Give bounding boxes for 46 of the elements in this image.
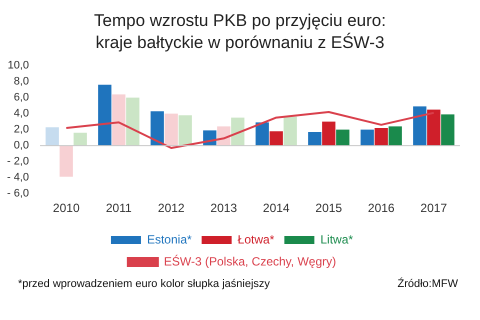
legend-label: Łotwa*: [238, 232, 275, 246]
y-tick-label: 4,0: [14, 108, 30, 120]
bar: [374, 128, 388, 146]
bar: [413, 106, 426, 146]
bar: [126, 98, 140, 146]
legend-label: EŚW-3 (Polska, Czechy, Węgry): [164, 254, 336, 268]
x-tick-label: 2017: [420, 201, 448, 216]
chart-title: Tempo wzrostu PKB po przyjęciu euro: kraje bałtyckie w porównaniu z EŚW-3: [93, 10, 387, 54]
bar: [46, 127, 59, 146]
bar: [388, 126, 402, 146]
legend-label: Litwa*: [320, 232, 354, 246]
x-tick-label: 2013: [210, 201, 238, 216]
bar: [270, 131, 283, 146]
bar: [441, 114, 454, 146]
y-tick-label: - 2,0: [6, 156, 30, 168]
y-tick-label: 10,0: [8, 60, 30, 72]
y-tick-label: 6,0: [14, 92, 30, 104]
bar: [360, 130, 374, 146]
y-tick-label: - 4,0: [6, 172, 30, 184]
bar: [150, 111, 164, 146]
bar: [178, 115, 192, 146]
y-tick-label: 2,0: [14, 124, 30, 136]
text: Źródło:MFW: [398, 278, 458, 290]
x-tick-label: 2015: [315, 201, 342, 216]
bar: [427, 110, 440, 146]
bar: [74, 132, 87, 146]
x-tick-label: 2012: [158, 201, 185, 216]
text: *przed wprowadzeniem euro kolor słupka jaśniejszy: [18, 278, 270, 290]
x-tick-label: 2014: [262, 201, 290, 216]
x-tick-label: 2016: [368, 201, 395, 216]
x-tick-label: 2010: [52, 201, 80, 216]
legend-label: Estonia*: [146, 232, 192, 246]
bar: [231, 118, 244, 146]
bar: [164, 114, 178, 146]
bar: [336, 130, 350, 146]
bar: [98, 84, 112, 146]
bar: [284, 116, 297, 146]
x-tick-label: 2011: [106, 201, 132, 216]
y-tick-label: 0,0: [14, 140, 30, 152]
y-tick-label: 8,0: [14, 76, 30, 88]
bar: [256, 122, 269, 146]
bar: [60, 146, 73, 177]
bar: [308, 132, 322, 146]
bar: [322, 122, 336, 146]
bar: [112, 94, 126, 146]
y-tick-label: - 6,0: [6, 188, 30, 200]
